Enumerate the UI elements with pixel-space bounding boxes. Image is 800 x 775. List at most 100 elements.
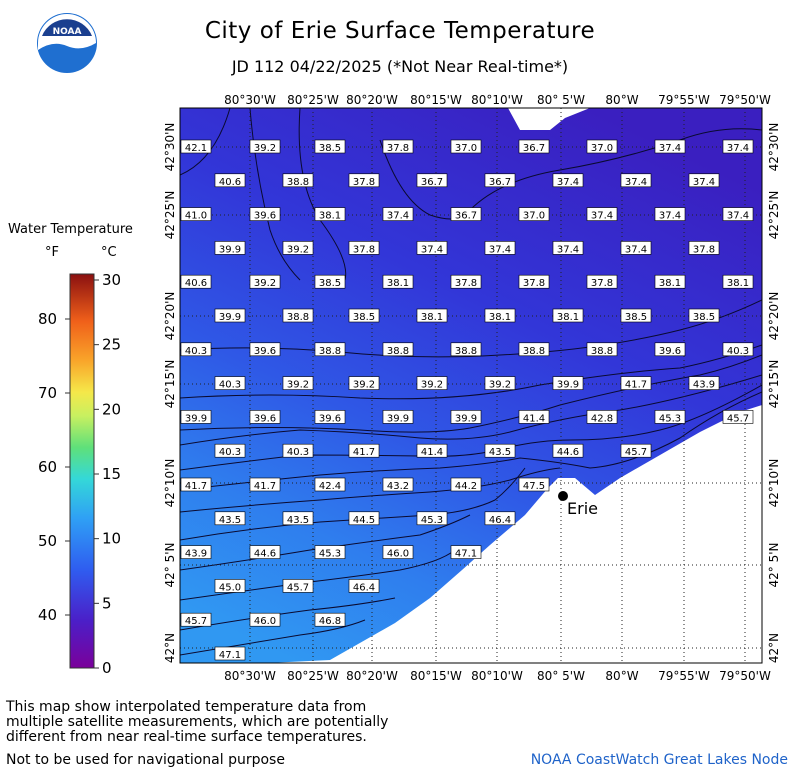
celsius-tick-label: 15 <box>102 465 121 483</box>
latitude-label-right: 42°10'N <box>767 459 781 508</box>
temperature-label-box <box>586 139 618 154</box>
temperature-label-box <box>518 274 550 289</box>
temperature-value: 45.3 <box>421 515 443 526</box>
temperature-value: 45.0 <box>219 582 241 593</box>
temperature-label: 37.4 <box>688 173 720 188</box>
temperature-label: 43.2 <box>382 477 414 492</box>
temperature-label-box <box>416 308 448 323</box>
longitude-label-bottom: 80°10'W <box>471 669 523 683</box>
temperature-label: 37.4 <box>620 241 652 255</box>
temperature-label: 39.2 <box>249 139 281 154</box>
temperature-value: 40.6 <box>185 278 207 289</box>
temperature-label: 38.8 <box>382 342 414 357</box>
longitude-label-top: 80°30'W <box>224 93 276 107</box>
temperature-value: 45.3 <box>319 549 341 560</box>
temperature-label: 41.0 <box>180 207 212 222</box>
axis-labels: 80°30'W 80°30'W 80°25'W 80°25'W 80°20'W 80°20… <box>163 93 781 683</box>
temperature-label-box <box>688 308 720 323</box>
longitude-label-top: 80°15'W <box>410 93 462 107</box>
temperature-label-box <box>314 342 346 357</box>
temperature-label: 39.6 <box>654 342 686 357</box>
temperature-value: 47.5 <box>523 481 545 492</box>
temperature-value: 37.4 <box>557 177 579 188</box>
temperature-value: 43.9 <box>185 549 207 560</box>
temperature-label: 37.4 <box>552 173 584 188</box>
temperature-value: 45.7 <box>185 616 207 627</box>
temperature-label: 37.4 <box>552 241 584 255</box>
temperature-value: 38.5 <box>625 312 647 323</box>
temperature-value: 37.8 <box>523 278 545 289</box>
temperature-label: 45.3 <box>416 511 448 526</box>
temperature-label: 37.8 <box>348 241 380 255</box>
temperature-label: 46.4 <box>484 511 516 526</box>
temperature-label: 36.7 <box>416 173 448 188</box>
temperature-value: 40.6 <box>219 177 241 188</box>
temperature-label-box <box>654 410 686 424</box>
temperature-value: 37.4 <box>625 244 647 255</box>
temperature-value: 44.6 <box>557 447 579 458</box>
temperature-label-box <box>518 410 550 424</box>
temperature-label-box <box>484 241 516 255</box>
temperature-label-box <box>552 443 584 458</box>
temperature-label: 36.7 <box>518 139 550 154</box>
latitude-label-right: 42° 5'N <box>767 543 781 588</box>
temperature-label: 41.4 <box>518 410 550 424</box>
temperature-label: 45.7 <box>282 579 314 593</box>
temperature-value: 37.8 <box>455 278 477 289</box>
temperature-label-box <box>654 207 686 221</box>
graticule <box>180 108 762 663</box>
temperature-label-box <box>688 241 720 255</box>
temperature-label-box <box>586 342 618 357</box>
temperature-label: 38.8 <box>518 342 550 357</box>
temperature-label: 38.1 <box>484 308 516 323</box>
note-line: multiple satellite measurements, which a… <box>6 714 389 730</box>
temperature-label: 43.9 <box>688 376 720 391</box>
celsius-tick-label: 5 <box>102 594 112 612</box>
temperature-label-box <box>450 410 482 424</box>
temperature-label: 39.6 <box>249 207 281 222</box>
temperature-label-box <box>382 410 414 424</box>
temperature-value: 37.8 <box>693 244 715 255</box>
temperature-label: 38.5 <box>348 308 380 323</box>
logo-text: NOAA <box>53 27 82 37</box>
temperature-label-box <box>348 443 380 458</box>
temperature-label-box <box>518 207 550 221</box>
temperature-label-box <box>348 579 380 593</box>
temperature-value: 39.2 <box>421 380 443 391</box>
temperature-label-box <box>180 139 212 154</box>
temperature-value: 37.8 <box>591 278 613 289</box>
temperature-label: 38.8 <box>282 308 314 323</box>
temperature-label-box <box>282 443 314 458</box>
latitude-label-right: 42°30'N <box>767 123 781 172</box>
temperature-value: 36.7 <box>489 177 511 188</box>
temperature-label: 39.6 <box>314 410 346 424</box>
temperature-label-box <box>249 612 281 627</box>
temperature-label: 46.8 <box>314 612 346 627</box>
temperature-label: 40.3 <box>722 342 754 357</box>
temperature-label: 38.5 <box>688 308 720 323</box>
temperature-label-box <box>282 511 314 526</box>
temperature-label: 37.4 <box>620 173 652 188</box>
temperature-label-box <box>450 342 482 357</box>
temperature-value: 42.1 <box>185 143 207 154</box>
temperature-value: 38.8 <box>455 346 477 357</box>
temperature-value: 38.1 <box>319 211 341 222</box>
temperature-label: 38.8 <box>314 342 346 357</box>
longitude-label-bottom: 80°15'W <box>410 669 462 683</box>
land-north-notch <box>440 108 590 130</box>
latitude-label-right: 42°25'N <box>767 191 781 240</box>
temperature-value: 38.8 <box>319 346 341 357</box>
temperature-value: 46.0 <box>254 616 276 627</box>
temperature-label: 39.6 <box>249 342 281 357</box>
temperature-label-box <box>214 579 246 593</box>
temperature-label-box <box>416 376 448 390</box>
temperature-label: 40.3 <box>180 342 212 357</box>
temperature-value: 38.1 <box>557 312 579 323</box>
temperature-label: 37.8 <box>688 241 720 255</box>
latitude-label-left: 42°20'N <box>163 292 177 341</box>
temperature-label: 44.5 <box>348 511 380 526</box>
temperature-label: 37.8 <box>348 173 380 188</box>
temperature-value: 39.6 <box>659 346 681 357</box>
longitude-label-top: 80°25'W <box>287 93 339 107</box>
credit-link[interactable]: NOAA CoastWatch Great Lakes Node <box>530 752 788 768</box>
